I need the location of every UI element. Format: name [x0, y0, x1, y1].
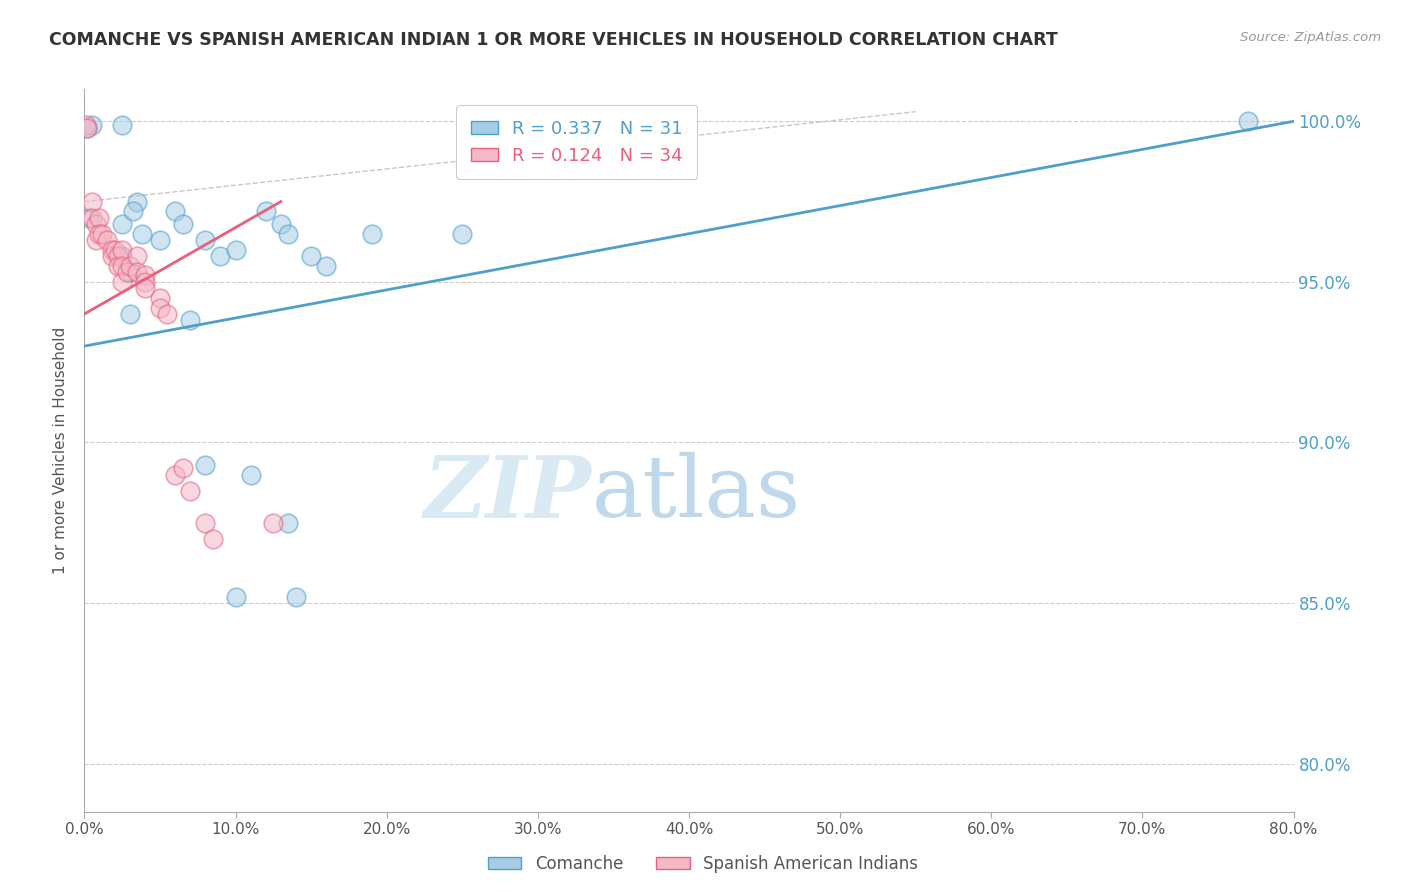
- Point: [89, 211, 111, 225]
- Point: [285, 590, 308, 604]
- Point: [127, 265, 149, 279]
- Point: [165, 204, 187, 219]
- Point: [239, 467, 262, 482]
- Point: [76, 120, 98, 135]
- Point: [118, 265, 141, 279]
- Point: [76, 120, 98, 135]
- Point: [209, 249, 232, 263]
- Point: [134, 275, 156, 289]
- Point: [104, 243, 127, 257]
- Point: [107, 249, 129, 263]
- Point: [360, 227, 382, 241]
- Point: [254, 204, 277, 219]
- Point: [194, 458, 217, 472]
- Point: [91, 227, 114, 241]
- Point: [111, 217, 134, 231]
- Point: [451, 227, 474, 241]
- Point: [315, 259, 337, 273]
- Point: [115, 265, 138, 279]
- Point: [127, 194, 149, 209]
- Point: [75, 118, 97, 132]
- Point: [118, 259, 141, 273]
- Point: [77, 211, 100, 225]
- Text: Source: ZipAtlas.com: Source: ZipAtlas.com: [1240, 31, 1381, 45]
- Point: [179, 483, 201, 498]
- Point: [118, 307, 141, 321]
- Point: [111, 249, 134, 263]
- Point: [149, 291, 172, 305]
- Point: [299, 249, 322, 263]
- Point: [111, 275, 134, 289]
- Point: [89, 227, 111, 241]
- Point: [262, 516, 284, 530]
- Point: [225, 590, 247, 604]
- Point: [107, 259, 129, 273]
- Point: [96, 233, 118, 247]
- Point: [179, 313, 201, 327]
- Point: [172, 461, 194, 475]
- Legend: R = 0.337   N = 31, R = 0.124   N = 34: R = 0.337 N = 31, R = 0.124 N = 34: [456, 105, 697, 179]
- Point: [165, 467, 187, 482]
- Point: [270, 217, 292, 231]
- Point: [1237, 114, 1260, 128]
- Point: [201, 532, 224, 546]
- Point: [134, 268, 156, 283]
- Point: [121, 204, 143, 219]
- Point: [86, 217, 108, 231]
- Point: [172, 217, 194, 231]
- Point: [194, 233, 217, 247]
- Point: [111, 259, 134, 273]
- Point: [100, 243, 122, 257]
- Point: [100, 249, 122, 263]
- Point: [131, 227, 153, 241]
- Point: [80, 118, 103, 132]
- Point: [134, 281, 156, 295]
- Point: [127, 249, 149, 263]
- Point: [111, 243, 134, 257]
- Point: [156, 307, 179, 321]
- Point: [225, 243, 247, 257]
- Point: [80, 211, 103, 225]
- Y-axis label: 1 or more Vehicles in Household: 1 or more Vehicles in Household: [53, 326, 69, 574]
- Text: ZIP: ZIP: [425, 452, 592, 535]
- Point: [149, 233, 172, 247]
- Point: [111, 118, 134, 132]
- Point: [277, 516, 299, 530]
- Text: atlas: atlas: [592, 452, 801, 535]
- Point: [149, 301, 172, 315]
- Point: [86, 233, 108, 247]
- Point: [194, 516, 217, 530]
- Legend: Comanche, Spanish American Indians: Comanche, Spanish American Indians: [481, 848, 925, 880]
- Point: [80, 194, 103, 209]
- Text: COMANCHE VS SPANISH AMERICAN INDIAN 1 OR MORE VEHICLES IN HOUSEHOLD CORRELATION : COMANCHE VS SPANISH AMERICAN INDIAN 1 OR…: [49, 31, 1057, 49]
- Point: [277, 227, 299, 241]
